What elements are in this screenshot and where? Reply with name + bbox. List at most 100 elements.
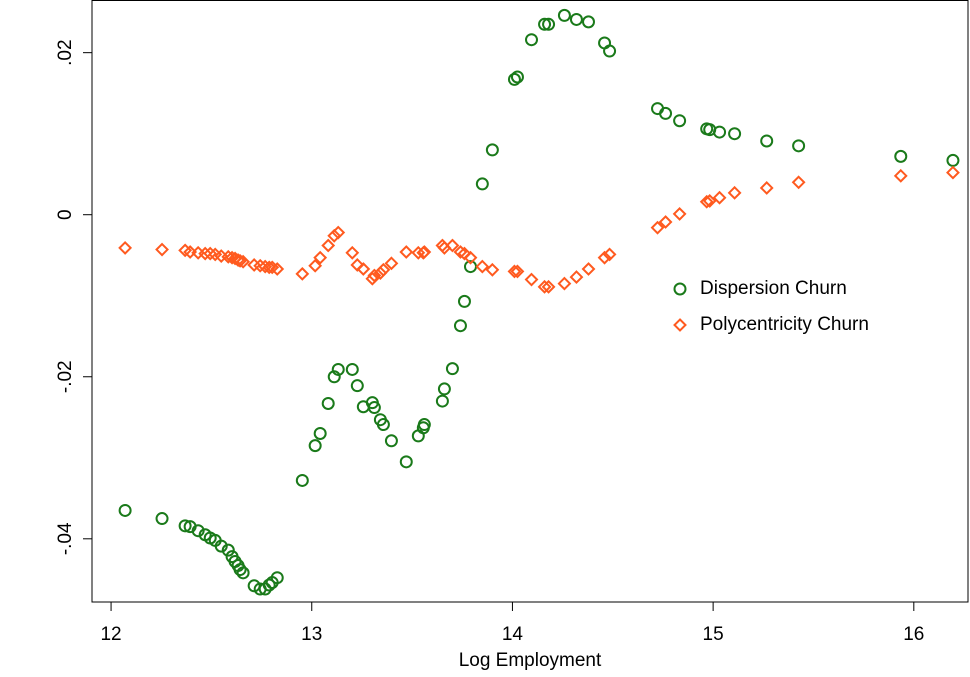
point: [445, 362, 459, 376]
point: [485, 143, 499, 157]
point: [510, 264, 525, 279]
point: [155, 512, 169, 526]
legend-marker: [673, 318, 687, 332]
x-tick-label: 15: [703, 624, 724, 645]
point: [569, 12, 583, 26]
point: [894, 149, 908, 163]
point: [384, 256, 399, 271]
x-tick-label: 13: [301, 624, 322, 645]
point: [327, 228, 342, 243]
x-axis-label: Log Employment: [459, 650, 602, 671]
point: [791, 175, 806, 190]
point: [295, 266, 310, 281]
point: [598, 36, 612, 50]
point: [557, 8, 571, 22]
point: [118, 503, 132, 517]
y-tick-label: 0: [55, 209, 76, 220]
point: [411, 245, 426, 260]
point: [327, 370, 341, 384]
point: [650, 220, 665, 235]
point: [376, 418, 390, 432]
point: [178, 519, 192, 533]
point: [542, 17, 556, 31]
point: [538, 17, 552, 31]
point: [376, 262, 391, 277]
point: [557, 276, 572, 291]
point: [946, 153, 960, 167]
point: [270, 262, 285, 276]
point: [893, 168, 908, 183]
point: [569, 270, 584, 285]
point: [453, 245, 468, 259]
point: [525, 33, 539, 47]
point: [597, 250, 612, 265]
point: [457, 246, 472, 261]
point: [603, 44, 617, 58]
point: [510, 70, 524, 84]
point: [191, 524, 205, 538]
point: [373, 266, 388, 280]
point: [270, 571, 284, 585]
point: [435, 394, 449, 408]
y-tick-label: -.02: [55, 360, 76, 393]
legend-label: Polycentricity Churn: [700, 314, 869, 335]
point: [727, 185, 742, 200]
legend-marker: [673, 282, 687, 296]
point: [672, 206, 687, 221]
point: [713, 125, 727, 139]
point: [258, 582, 272, 596]
x-tick-label: 14: [502, 624, 524, 645]
point: [236, 254, 251, 269]
point: [253, 258, 268, 273]
x-tick-label: 16: [903, 624, 924, 645]
point: [321, 396, 335, 410]
point: [321, 238, 336, 253]
point: [236, 566, 250, 580]
point: [313, 250, 328, 265]
x-tick-label: 12: [100, 624, 121, 645]
point: [308, 439, 322, 453]
point: [445, 238, 460, 253]
point: [728, 127, 742, 141]
point: [507, 72, 521, 86]
point: [524, 272, 539, 287]
point: [760, 134, 774, 148]
point: [367, 268, 382, 283]
point: [295, 473, 309, 487]
point: [331, 225, 346, 240]
point: [221, 543, 235, 557]
point: [417, 245, 432, 259]
point: [399, 455, 413, 469]
point: [541, 279, 556, 294]
point: [331, 362, 345, 376]
point: [658, 215, 673, 229]
point: [155, 242, 169, 257]
legend-label: Dispersion Churn: [700, 278, 847, 299]
plot-frame: [91, 0, 969, 603]
point: [214, 539, 228, 553]
point: [437, 382, 451, 396]
point: [475, 177, 489, 191]
y-tick-label: -.04: [55, 522, 76, 555]
point: [417, 418, 431, 432]
point: [350, 258, 365, 272]
point: [702, 194, 717, 208]
point: [537, 279, 552, 294]
point: [203, 246, 218, 261]
point: [365, 271, 380, 286]
point: [485, 262, 500, 277]
point: [457, 294, 471, 308]
y-tick-label: .02: [55, 39, 76, 65]
point: [759, 181, 774, 195]
point: [411, 429, 425, 443]
point: [262, 260, 277, 275]
point: [233, 563, 247, 577]
point: [262, 578, 276, 592]
point: [463, 250, 478, 265]
point: [581, 262, 596, 276]
point: [118, 241, 133, 255]
point: [350, 379, 364, 393]
point: [475, 259, 490, 274]
